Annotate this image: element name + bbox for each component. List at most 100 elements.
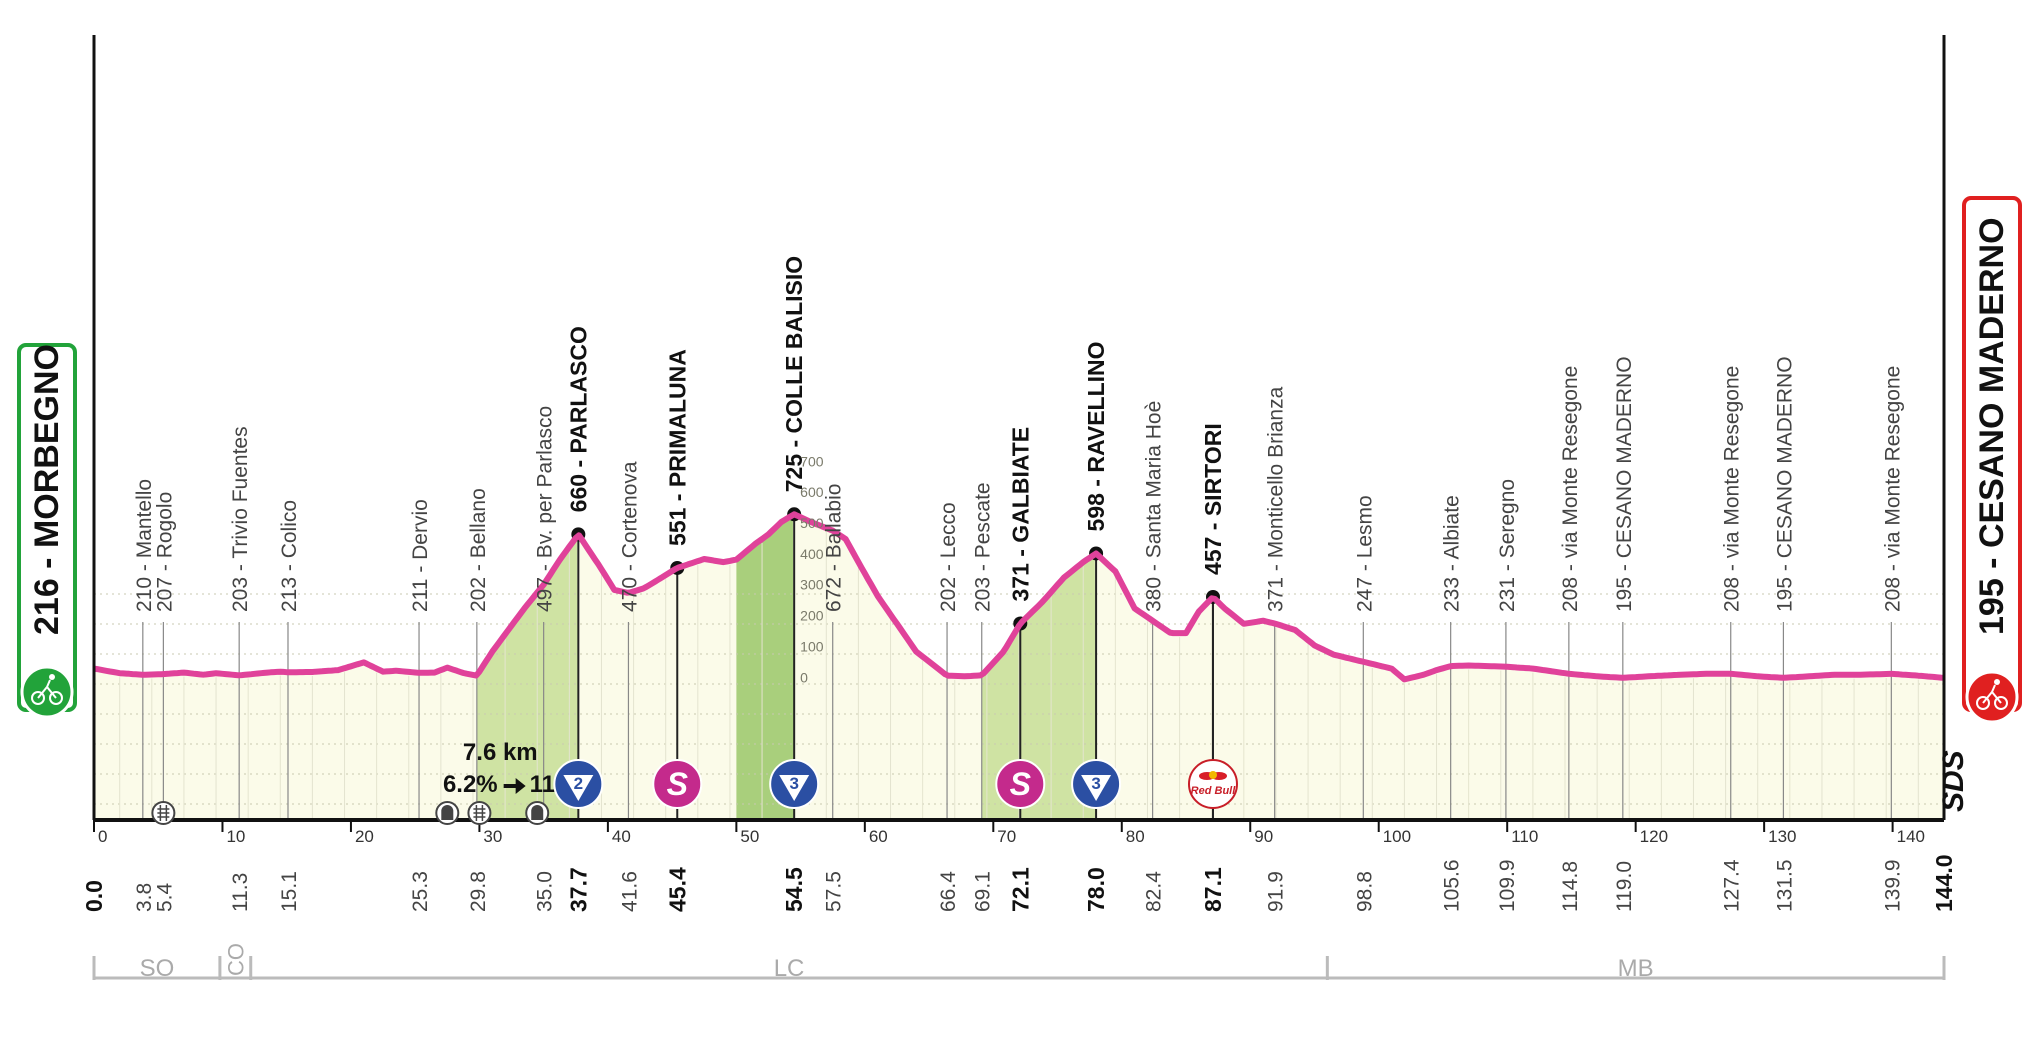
waypoint-top-label-13: 202 - Lecco: [937, 502, 960, 612]
start-plate: 216 - MORBEGNO: [17, 343, 77, 719]
climb-length-label: 7.6 km: [463, 739, 538, 766]
waypoint-km-label-9: 41.6: [618, 871, 641, 912]
waypoint-top-label-1: 210 - Mantello: [133, 479, 156, 612]
waypoint-top-label-15: 371 - GALBIATE: [1007, 427, 1033, 602]
sprint-badge-circle: [995, 759, 1046, 809]
waypoint-top-label-9: 470 - Cortenova: [618, 461, 641, 612]
waypoint-top-label-19: 371 - Monticello Brianza: [1265, 386, 1288, 612]
x-tick-label: 140: [1897, 827, 1925, 846]
waypoint-top-label-12: 672 - Ballabio: [823, 484, 846, 612]
rider-head-icon: [1994, 679, 2000, 685]
waypoint-km-label-6: 29.8: [467, 871, 490, 912]
waypoint-km-label-4: 15.1: [278, 871, 301, 912]
tunnel-arch-icon: [531, 805, 544, 820]
sprint-badge-circle: [652, 759, 703, 809]
elevation-profile-line: [93, 511, 1945, 683]
kom-triangle-icon: [1081, 775, 1112, 801]
waypoint-km-label-12: 57.5: [823, 871, 846, 912]
rail-icon: [467, 801, 492, 825]
climb-zone-fill: [981, 554, 1097, 820]
climb-avg-gradient-label: 6.2%: [443, 771, 498, 798]
tunnel-icon: [435, 801, 460, 825]
finish-plate: 195 - CESANO MADERNO: [1962, 196, 2022, 724]
wheel-icon: [1994, 696, 2008, 710]
waypoint-km-label-17: 82.4: [1143, 871, 1166, 912]
kom-category-label: 3: [789, 774, 798, 793]
x-tick-label: 0: [98, 827, 107, 846]
province-label: MB: [1618, 955, 1654, 982]
waypoint-km-label-14: 69.1: [972, 871, 995, 912]
redbull-sun-icon: [1208, 771, 1217, 779]
waypoint-km-label-21: 105.6: [1441, 859, 1464, 912]
waypoint-km-label-27: 139.9: [1881, 859, 1904, 912]
waypoint-km-label-8: 37.7: [565, 867, 591, 912]
elevation-scale-label: 700: [800, 453, 824, 469]
waypoint-km-label-0: 0.0: [81, 880, 107, 912]
waypoint-top-label-5: 211 - Dervio: [409, 499, 432, 612]
waypoint-km-label-3: 11.3: [229, 873, 252, 912]
redbull-badge-circle: [1187, 759, 1238, 809]
x-tick-label: 30: [483, 827, 502, 846]
waypoint-km-label-10: 45.4: [664, 867, 690, 912]
elevation-scale-label: 100: [800, 638, 824, 654]
x-tick-label: 50: [740, 827, 759, 846]
x-tick-label: 120: [1640, 827, 1668, 846]
waypoint-top-label-3: 203 - Trivio Fuentes: [229, 426, 252, 612]
waypoint-top-label-25: 208 - via Monte Resegone: [1721, 366, 1744, 612]
waypoint-top-label-24: 195 - CESANO MADERNO: [1613, 356, 1636, 612]
cyclist-icon: [20, 665, 74, 719]
frame-icon: [37, 679, 57, 699]
cyclist-icon: [1965, 670, 2019, 724]
x-tick-label: 60: [869, 827, 888, 846]
start-plate-label: 216 - MORBEGNO: [28, 344, 66, 635]
waypoint-km-label-19: 91.9: [1265, 871, 1288, 912]
waypoint-top-label-2: 207 - Rogolo: [153, 492, 176, 612]
province-label: LC: [774, 955, 805, 982]
waypoint-top-label-18: 457 - SIRTORI: [1200, 423, 1226, 575]
waypoint-top-label-22: 231 - Seregno: [1496, 479, 1519, 612]
waypoint-km-label-28: 144.0: [1931, 854, 1957, 912]
waypoint-top-label-23: 208 - via Monte Resegone: [1559, 366, 1582, 612]
x-tick-label: 70: [997, 827, 1016, 846]
kom-category-label: 3: [1091, 774, 1100, 793]
rider-head-icon: [49, 674, 55, 680]
waypoint-top-label-6: 202 - Bellano: [467, 488, 490, 612]
x-tick-label: 130: [1768, 827, 1796, 846]
kom-badge: 2: [553, 759, 604, 809]
railway-tracks-icon: [157, 805, 170, 821]
x-tick-label: 20: [355, 827, 374, 846]
waypoint-km-label-1: 3.8: [133, 883, 156, 912]
waypoint-km-label-15: 72.1: [1007, 867, 1033, 912]
redbull-label: Red Bull: [1191, 785, 1237, 797]
railway-tracks-icon: [473, 805, 486, 821]
x-tick-label: 10: [226, 827, 245, 846]
x-tick-label: 90: [1254, 827, 1273, 846]
province-label: CO: [223, 943, 248, 976]
climb-zone-fill: [476, 536, 579, 820]
sprint-label: S: [1010, 766, 1032, 802]
waypoint-top-label-14: 203 - Pescate: [972, 482, 995, 612]
kom-badge: 3: [769, 759, 820, 809]
waypoint-top-label-16: 598 - RAVELLINO: [1083, 341, 1109, 531]
elevation-scale-label: 0: [800, 669, 808, 685]
sprint-label: S: [667, 766, 689, 802]
waypoint-km-label-2: 5.4: [153, 882, 176, 912]
waypoint-km-label-11: 54.5: [781, 867, 807, 912]
waypoint-km-label-20: 98.8: [1353, 871, 1376, 912]
waypoint-top-label-26: 195 - CESANO MADERNO: [1773, 356, 1796, 612]
x-tick-label: 80: [1126, 827, 1145, 846]
elevation-scale-label: 300: [800, 577, 824, 593]
sponsor-logo: SDS: [1937, 750, 1970, 812]
waypoint-km-label-22: 109.9: [1496, 859, 1519, 912]
rail-icon: [151, 801, 176, 825]
finish-plate-label: 195 - CESANO MADERNO: [1973, 217, 2011, 635]
waypoint-km-label-25: 127.4: [1721, 859, 1744, 912]
elevation-scale-label: 500: [800, 515, 824, 531]
waypoint-km-label-23: 114.8: [1559, 861, 1582, 912]
elevation-scale-label: 400: [800, 546, 824, 562]
kom-triangle-icon: [563, 775, 594, 801]
redbull-badge: Red Bull: [1187, 759, 1238, 809]
sprint-badge: S: [652, 759, 703, 809]
wheel-icon: [1976, 696, 1990, 710]
waypoint-km-label-16: 78.0: [1083, 867, 1109, 912]
